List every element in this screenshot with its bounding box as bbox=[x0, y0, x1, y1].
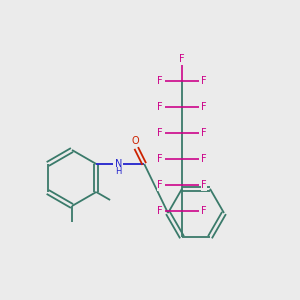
Text: F: F bbox=[157, 102, 163, 112]
Text: F: F bbox=[201, 128, 207, 138]
Text: F: F bbox=[157, 76, 163, 86]
Text: F: F bbox=[201, 154, 207, 164]
Text: F: F bbox=[201, 102, 207, 112]
Text: F: F bbox=[201, 76, 207, 86]
Text: F: F bbox=[179, 54, 185, 64]
Text: F: F bbox=[157, 206, 163, 216]
Text: F: F bbox=[201, 180, 207, 190]
Text: F: F bbox=[157, 154, 163, 164]
Text: O: O bbox=[131, 136, 139, 146]
Text: F: F bbox=[201, 206, 207, 216]
Text: H: H bbox=[115, 167, 122, 176]
Text: F: F bbox=[157, 128, 163, 138]
Text: F: F bbox=[157, 180, 163, 190]
Text: N: N bbox=[115, 159, 122, 169]
